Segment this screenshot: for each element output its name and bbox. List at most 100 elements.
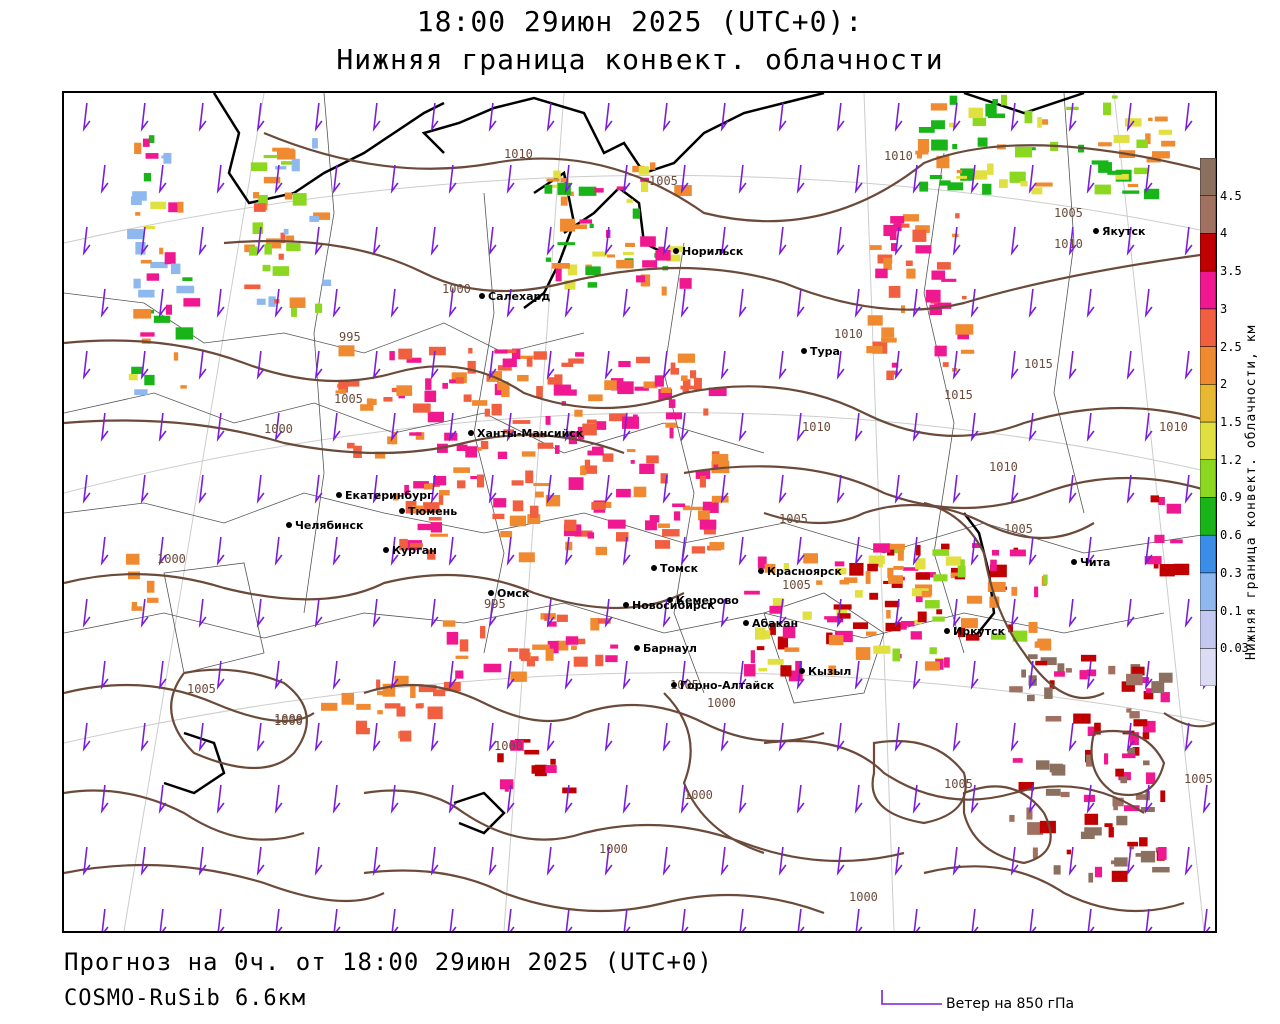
cloud-cell	[442, 620, 456, 627]
wind-barb	[738, 784, 747, 814]
cloud-cell	[126, 553, 140, 565]
wind-barb	[1144, 536, 1153, 566]
cloud-cell	[973, 170, 988, 180]
cloud-cell	[128, 373, 138, 381]
wind-barb	[390, 288, 399, 318]
cloud-cell	[268, 296, 276, 307]
wind-barb	[952, 226, 961, 256]
cloud-cell	[640, 236, 656, 247]
cloud-cell	[1088, 872, 1094, 883]
wind-barb	[564, 784, 573, 814]
cloud-cell	[573, 656, 588, 667]
cloud-cell	[803, 553, 818, 564]
cloud-cell	[634, 386, 649, 391]
wind-barb	[778, 226, 787, 256]
wind-barb	[1028, 412, 1037, 442]
cloud-cell	[526, 357, 533, 367]
cloud-cell	[1134, 167, 1148, 175]
cloud-cell	[933, 574, 948, 582]
cloud-cell	[1098, 142, 1112, 147]
cloud-cell	[666, 254, 681, 262]
cloud-cell	[780, 665, 792, 677]
cloud-cell	[1014, 146, 1033, 158]
cloud-cell	[645, 520, 657, 531]
cloud-cell	[604, 501, 612, 508]
wind-barb	[778, 846, 787, 876]
cloud-cell	[456, 480, 466, 489]
cloud-cell	[680, 375, 688, 381]
cloud-cell	[175, 327, 194, 340]
wind-barb	[140, 722, 149, 752]
cloud-cell	[533, 482, 551, 487]
wind-barb	[680, 412, 689, 442]
cloud-cell	[956, 175, 967, 179]
cloud-cell	[150, 201, 167, 210]
cloud-cell	[1129, 846, 1135, 850]
cloud-cell	[934, 345, 947, 357]
wind-barb	[314, 102, 323, 132]
cloud-cell	[750, 650, 755, 664]
cloud-cell	[888, 575, 903, 584]
cloud-cell	[253, 203, 266, 212]
cloud-cell	[1086, 669, 1097, 677]
cloud-cell	[902, 214, 919, 222]
cloud-cell	[783, 563, 789, 571]
wind-barb	[372, 846, 381, 876]
cloud-cell	[427, 706, 443, 720]
cloud-cell	[844, 577, 858, 583]
cloud-cell	[1170, 539, 1183, 544]
cloud-cell	[575, 352, 585, 357]
cloud-cell	[494, 349, 508, 354]
cloud-cell	[711, 495, 729, 503]
cloud-cell	[931, 120, 945, 130]
cloud-cell	[338, 381, 348, 391]
cloud-cell	[618, 360, 631, 368]
cloud-cell	[677, 353, 696, 363]
cloud-cell	[367, 398, 373, 407]
wind-barb	[100, 412, 109, 442]
cloud-cell	[895, 622, 907, 630]
wind-barb	[198, 722, 207, 752]
colorbar-scale	[1199, 157, 1217, 687]
cloud-cell	[521, 451, 536, 457]
cloud-cell	[657, 523, 670, 528]
wind-barb	[274, 288, 283, 318]
isobar-label: 1000	[157, 552, 186, 566]
cloud-cell	[1080, 654, 1097, 662]
wind-barb	[430, 722, 439, 752]
wind-barb	[546, 722, 555, 752]
cloud-cell	[374, 451, 386, 459]
cloud-cell	[709, 542, 725, 550]
wind-barb	[506, 164, 515, 194]
cloud-cell	[868, 555, 885, 565]
cloud-cell	[346, 442, 355, 449]
wind-barb	[680, 536, 689, 566]
cloud-cell	[1009, 686, 1023, 693]
wind-barb	[1010, 226, 1019, 256]
cloud-cell	[1012, 630, 1028, 642]
wind-barb	[622, 412, 631, 442]
wind-barb	[796, 288, 805, 318]
cloud-cell	[587, 532, 595, 539]
cloud-cell	[827, 616, 844, 623]
cloud-cell	[525, 470, 534, 484]
cloud-cell	[409, 542, 423, 548]
wind-barb	[1184, 102, 1193, 132]
isobar-labels: 1010 1005 1010 1005 1010 1000 1005 995 1010 1015 1…	[157, 147, 1213, 904]
cloud-cell	[991, 549, 1000, 556]
cloud-cell	[616, 488, 631, 498]
cloud-cell	[442, 382, 448, 389]
city-marker	[1093, 228, 1099, 234]
cloud-cell	[881, 327, 895, 338]
cloud-cell	[784, 647, 800, 652]
cloud-cell	[1001, 94, 1007, 106]
cloud-cell	[602, 453, 614, 462]
cloud-cell	[957, 627, 966, 638]
cloud-cell	[1120, 776, 1128, 784]
cloud-cell	[616, 186, 627, 191]
cloud-cell	[1129, 711, 1140, 719]
cloud-cell	[867, 315, 883, 326]
cloud-cell	[622, 251, 634, 256]
cloud-cell	[131, 601, 138, 607]
cloud-cell	[406, 357, 422, 363]
